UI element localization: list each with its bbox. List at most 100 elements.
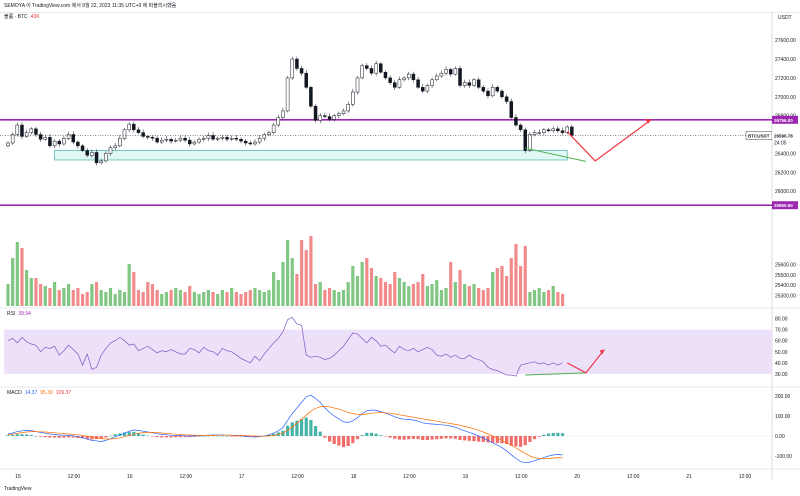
time-tick-label: 12:00 (403, 474, 416, 480)
candle-body (225, 137, 229, 140)
volume-bar (369, 268, 374, 306)
volume-bar (290, 258, 294, 306)
macd-histogram-bar (104, 436, 108, 438)
upper-level-tag-bg (772, 115, 798, 124)
volume-bar (29, 278, 33, 306)
volume-bar (360, 262, 364, 306)
volume-bar (523, 246, 527, 306)
candle-body (285, 77, 290, 112)
candle-body (71, 134, 75, 143)
candle-body (486, 90, 490, 97)
price-tick-label: 26400.00 (775, 151, 796, 157)
candle-body (416, 79, 420, 88)
candle-body (253, 141, 257, 145)
candle-body (397, 79, 402, 88)
lower-level-tag: 25850.60 (774, 203, 793, 208)
volume-bar (472, 284, 476, 306)
volume-bar (220, 290, 224, 306)
volume-bar (355, 276, 360, 306)
rsi-name: RSI (7, 311, 16, 317)
candle-body (518, 124, 523, 131)
macd-histogram-bar (337, 436, 341, 446)
macd-histogram-bar (304, 417, 308, 436)
macd-histogram-bar (556, 432, 560, 436)
macd-histogram-bar (146, 435, 150, 437)
volume-bar (202, 292, 206, 306)
time-tick-label: 12:00 (68, 474, 81, 480)
macd-histogram-bar (53, 436, 57, 438)
macd-histogram-bar (500, 436, 504, 444)
volume-bar (104, 292, 108, 306)
time-tick-label: 12:00 (627, 474, 640, 480)
upper-level-tag: 26756.00 (774, 118, 793, 123)
macd-histogram-bar (164, 436, 169, 438)
candle-body (85, 150, 89, 156)
macd-histogram-bar (29, 435, 33, 436)
volume-bar (234, 292, 238, 306)
volume-bar (491, 272, 495, 306)
volume-tick-label: 25500.00 (775, 273, 796, 279)
volume-bar (174, 288, 178, 306)
candle-body (393, 82, 397, 88)
macd-histogram-bar (523, 436, 527, 446)
candle-body (281, 110, 285, 118)
macd-histogram-bar (393, 436, 397, 439)
symbol-legend: 볼륨 · BTC 43K (4, 12, 40, 22)
volume-bar (416, 282, 420, 306)
time-tick-label: 12:00 (515, 474, 528, 480)
symbol-label: 볼륨 · BTC (4, 14, 28, 20)
volume-bar (253, 288, 257, 306)
volume-bar (108, 288, 113, 306)
candle-body (313, 105, 318, 121)
macd-signal-line (7, 406, 563, 460)
volume-bar (453, 282, 457, 306)
rsi-tick-label: 40.00 (775, 361, 788, 367)
volume-bar (90, 284, 94, 306)
macd-histogram-bar (467, 436, 471, 441)
candle-body (355, 77, 360, 93)
volume-bar (556, 292, 560, 306)
price-tick-label: 26200.00 (775, 170, 796, 176)
volume-bar (11, 258, 15, 306)
projection-arrowhead (645, 118, 652, 124)
macd-histogram-bar (351, 436, 355, 444)
macd-histogram-bar (20, 434, 24, 436)
symbol-tag: BTCUSDT (748, 133, 770, 138)
candle-body (80, 145, 85, 151)
volume-bar (34, 278, 38, 306)
volume-bar (551, 286, 555, 306)
volume-bar (136, 290, 141, 306)
candle-body (118, 138, 122, 147)
candle-body (407, 73, 411, 79)
macd-histogram-bar (71, 436, 75, 438)
macd-histogram-bar (48, 436, 52, 438)
macd-histogram-bar (192, 436, 196, 437)
candle-body (201, 138, 206, 140)
candle-body (38, 134, 43, 140)
volume-bar (272, 272, 276, 306)
volume-bar (39, 284, 43, 306)
volume-bar (388, 284, 392, 306)
rsi-tick-label: 30.00 (775, 372, 788, 378)
candle-body (341, 110, 346, 115)
macd-histogram-bar (141, 434, 145, 436)
macd-histogram-bar (211, 435, 215, 437)
candle-body (104, 153, 108, 162)
volume-bar (6, 284, 10, 306)
time-tick-label: 20 (574, 474, 580, 480)
candle-body (500, 90, 504, 98)
macd-tick-label: 0.00 (775, 434, 785, 440)
candle-body (299, 68, 304, 74)
macd-histogram-bar (416, 436, 420, 440)
volume-bar (425, 286, 429, 306)
macd-histogram-bar (174, 436, 178, 438)
candle-body (248, 142, 253, 145)
macd-histogram-bar (85, 436, 89, 439)
macd-histogram-bar (444, 436, 448, 439)
macd-histogram-bar (537, 436, 541, 437)
time-tick-label: 18 (351, 474, 357, 480)
volume-bar (113, 294, 117, 306)
volume-bar (150, 284, 155, 306)
macd-histogram-bar (421, 436, 425, 440)
